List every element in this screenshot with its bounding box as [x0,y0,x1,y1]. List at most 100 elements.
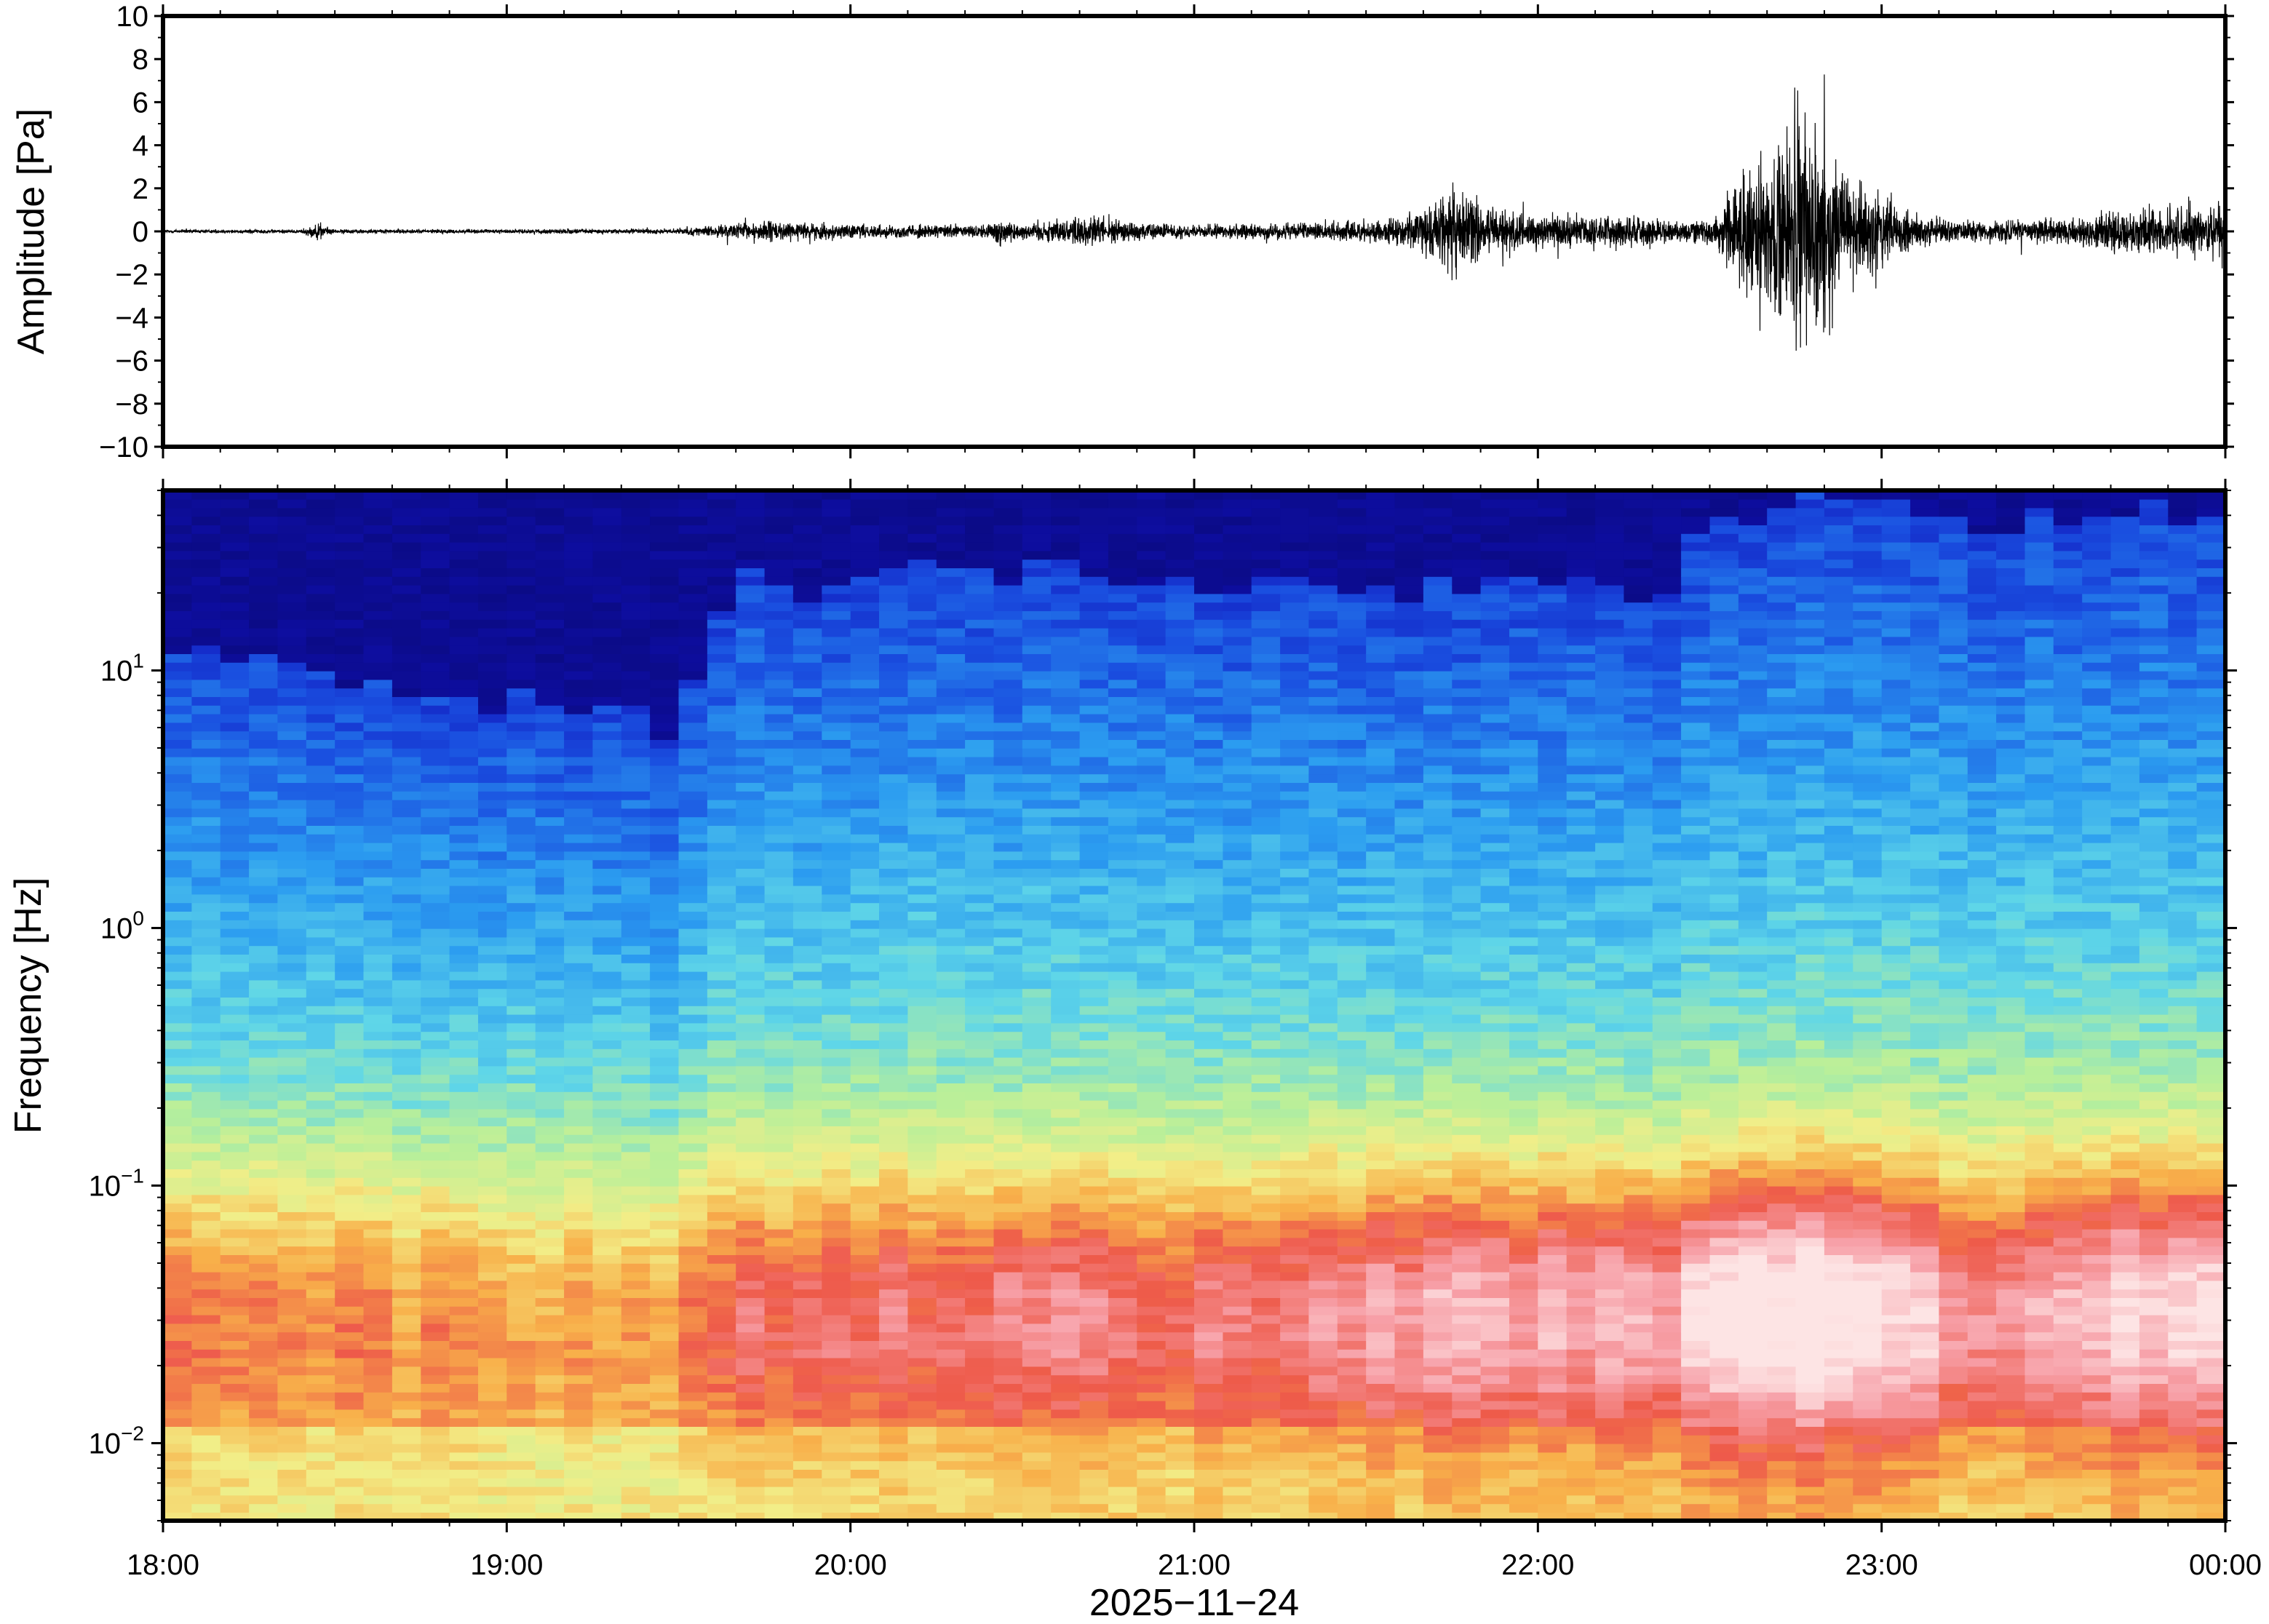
spectrogram-cell [478,533,508,543]
spectrogram-cell [564,1177,594,1187]
spectrogram-cell [449,713,479,723]
spectrogram-cell [592,1022,622,1032]
spectrogram-cell [993,893,1023,904]
spectrogram-cell [306,1065,335,1075]
spectrogram-cell [1165,782,1195,792]
spectrogram-cell [822,533,851,543]
spectrogram-cell [421,696,450,706]
spectrogram-cell [306,1074,335,1083]
spectrogram-cell [1079,1083,1109,1092]
spectrogram-cell [592,825,622,835]
spectrogram-cell [421,1409,450,1419]
spectrogram-cell [993,1426,1023,1436]
spectrogram-cell [822,559,851,568]
spectrogram-cell [1051,799,1081,809]
spectrogram-cell [1165,1478,1195,1487]
spectrogram-cell [363,782,393,792]
spectrogram-cell [1280,1083,1310,1092]
spectrogram-cell [249,1289,279,1298]
spectrogram-cell [1079,1357,1109,1367]
spectrogram-cell [879,1383,909,1393]
spectrogram-cell [993,791,1023,800]
spectrogram-cell [249,1435,279,1444]
spectrogram-cell [1022,636,1052,646]
spectrogram-cell [1108,1160,1138,1169]
spectrogram-cell [792,636,823,646]
spectrogram-cell [535,739,565,749]
spectrogram-cell [478,498,508,509]
spectrogram-cell [363,739,393,749]
spectrogram-cell [650,1366,680,1376]
spectrogram-cell [1108,1297,1138,1307]
spectrogram-cell [392,945,422,955]
spectrogram-cell [249,636,279,646]
spectrogram-cell [965,516,995,525]
spectrogram-cell [306,920,335,929]
spectrogram-cell [1308,1083,1338,1092]
spectrogram-cell [650,1169,680,1178]
spectrogram-cell [1280,739,1310,749]
spectrogram-cell [1223,988,1252,998]
spectrogram-cell [1137,902,1167,912]
spectrogram-cell [678,1366,708,1376]
spectrogram-cell [650,1400,680,1410]
spectrogram-cell [1079,1297,1109,1307]
spectrogram-cell [1079,731,1109,740]
spectrogram-cell [993,1452,1023,1462]
spectrogram-cell [478,1194,508,1204]
spectrogram-cell [277,645,307,654]
spectrogram-cell [1137,1151,1167,1161]
spectrogram-cell [850,971,880,981]
spectrogram-cell [993,902,1023,912]
spectrogram-cell [535,1228,565,1238]
spectrogram-cell [850,1108,880,1118]
spectrogram-cell [249,1383,279,1393]
spectrogram-cell [1079,713,1109,723]
spectrogram-cell [650,945,680,955]
spectrogram-cell [936,1417,966,1427]
spectrogram-cell [392,988,422,998]
spectrogram-cell [1022,541,1052,552]
spectrogram-cell [335,868,365,877]
spectrogram-cell [822,1134,851,1144]
spectrogram-cell [191,1099,221,1110]
spectrogram-cell [220,1228,250,1238]
spectrogram-cell [535,610,565,620]
spectrogram-cell [1022,1031,1052,1040]
spectrogram-cell [764,1185,794,1195]
spectrogram-cell [707,1228,737,1238]
spectrogram-cell [936,1314,966,1324]
spectrogram-cell [478,1108,508,1118]
spectrogram-cell [792,1494,823,1505]
spectrogram-cell [306,533,335,543]
spectrogram-cell [392,1460,422,1470]
spectrogram-cell [506,1083,536,1092]
spectrogram-cell [650,877,680,886]
spectrogram-cell [621,1126,651,1135]
amplitude-tick-label: −2 [115,259,148,291]
spectrogram-cell [1079,1014,1109,1024]
spectrogram-cell [1194,645,1224,654]
spectrogram-cell [392,1177,422,1187]
spectrogram-cell [1079,722,1109,732]
spectrogram-cell [993,1048,1023,1058]
spectrogram-cell [535,602,565,611]
spectrogram-cell [850,1383,880,1393]
spectrogram-cell [1194,705,1224,715]
spectrogram-cell [363,954,393,963]
spectrogram-cell [363,1185,393,1195]
spectrogram-cell [907,1126,937,1135]
spectrogram-cell [1108,1203,1138,1212]
spectrogram-cell [163,568,193,577]
spectrogram-cell [249,1357,279,1367]
spectrogram-cell [506,1056,536,1067]
spectrogram-cell [764,705,794,715]
spectrogram-cell [335,670,365,680]
spectrogram-cell [736,902,766,912]
spectrogram-cell [220,584,250,594]
spectrogram-cell [363,1126,393,1135]
spectrogram-cell [907,696,937,706]
spectrogram-cell [707,1014,737,1024]
spectrogram-cell [363,1297,393,1307]
spectrogram-cell [1165,1091,1195,1101]
